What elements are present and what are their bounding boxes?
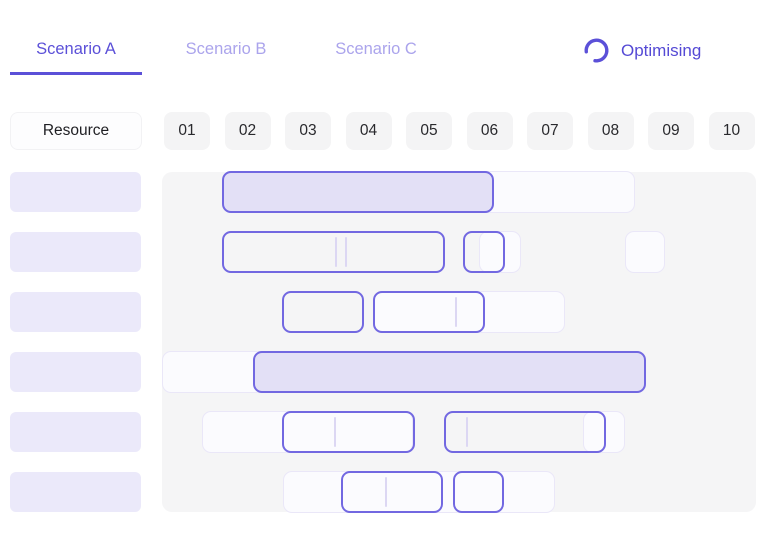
task-bar[interactable]	[444, 411, 606, 453]
timeline-header: 01 02 03 04 05 06 07 08 09 10	[164, 112, 755, 150]
task-bar[interactable]	[341, 471, 443, 513]
task-segment-divider	[455, 297, 457, 327]
column-header-04: 04	[345, 112, 392, 150]
task-bar[interactable]	[282, 291, 364, 333]
gantt-grid	[162, 171, 756, 513]
column-header-05: 05	[406, 112, 452, 150]
spinner-icon	[584, 38, 609, 63]
task-bar[interactable]	[253, 351, 646, 393]
resource-placeholder	[10, 232, 141, 272]
task-bar[interactable]	[373, 291, 485, 333]
column-header-06: 06	[466, 112, 513, 150]
task-segment-divider	[345, 237, 347, 267]
task-bar[interactable]	[222, 171, 494, 213]
tab-scenario-a[interactable]: Scenario A	[10, 40, 142, 75]
resource-placeholder	[10, 292, 141, 332]
task-segment-divider	[334, 417, 336, 447]
column-header-10: 10	[708, 112, 755, 150]
task-bar[interactable]	[222, 231, 445, 273]
column-header-08: 08	[587, 112, 634, 150]
resource-placeholder	[10, 172, 141, 212]
task-bar[interactable]	[453, 471, 504, 513]
ghost-bar	[625, 231, 665, 273]
scenario-tabs: Scenario A Scenario B Scenario C	[10, 40, 442, 75]
column-header-09: 09	[648, 112, 694, 150]
resource-column-header: Resource	[10, 112, 142, 150]
status-label: Optimising	[621, 40, 702, 60]
resource-placeholder	[10, 352, 141, 392]
tab-scenario-b[interactable]: Scenario B	[185, 40, 267, 58]
column-header-01: 01	[164, 112, 210, 150]
ghost-bar	[202, 411, 413, 453]
task-segment-divider	[385, 477, 387, 507]
column-header-03: 03	[285, 112, 331, 150]
task-segment-divider	[466, 417, 468, 447]
task-bar[interactable]	[282, 411, 415, 453]
column-header-07: 07	[527, 112, 573, 150]
tab-scenario-c[interactable]: Scenario C	[335, 40, 417, 58]
resource-placeholder	[10, 412, 141, 452]
task-segment-divider	[335, 237, 337, 267]
column-header-02: 02	[224, 112, 271, 150]
optimising-status: Optimising	[583, 37, 701, 64]
task-bar[interactable]	[463, 231, 505, 273]
resource-placeholder	[10, 472, 141, 512]
